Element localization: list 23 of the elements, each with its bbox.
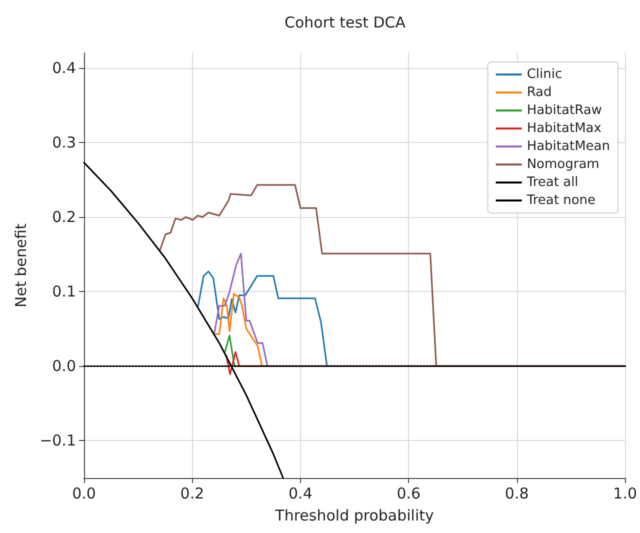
legend-label: HabitatRaw (526, 103, 602, 118)
x-tick-label: 0.6 (396, 484, 421, 502)
y-tick-label: 0.2 (52, 208, 76, 226)
y-tick-label: 0.0 (52, 357, 76, 376)
legend-label: Clinic (526, 67, 562, 82)
legend-label: HabitatMax (526, 121, 602, 136)
y-axis-title: Net benefit (12, 223, 30, 308)
x-tick-label: 0.8 (504, 484, 529, 502)
legend-label: Rad (526, 85, 552, 100)
y-tick-label: 0.3 (52, 133, 76, 152)
y-tick-label: −0.1 (40, 432, 76, 450)
x-tick-label: 1.0 (613, 484, 637, 502)
x-tick-label: 0.2 (180, 484, 204, 502)
chart-title: Cohort test DCA (284, 14, 406, 32)
legend-label: Treat all (526, 175, 578, 190)
x-axis-title: Threshold probability (274, 506, 434, 524)
x-tick-label: 0.0 (72, 484, 96, 502)
x-tick-label: 0.4 (288, 484, 312, 502)
y-tick-label: 0.4 (52, 58, 76, 77)
legend-label: Nomogram (526, 157, 600, 172)
legend-label: Treat none (526, 193, 596, 208)
y-tick-label: 0.1 (52, 282, 76, 301)
legend-label: HabitatMean (526, 139, 610, 154)
